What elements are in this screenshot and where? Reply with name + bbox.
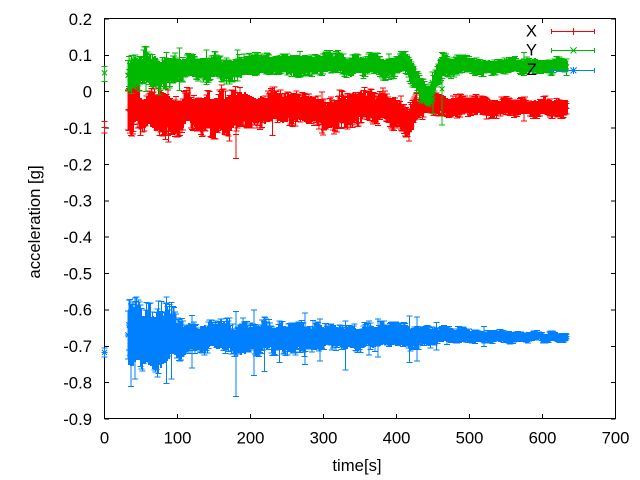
svg-text:X: X (526, 22, 537, 41)
svg-text:0: 0 (83, 83, 92, 102)
svg-text:600: 600 (529, 429, 557, 448)
svg-text:-0.2: -0.2 (63, 155, 92, 174)
svg-text:-0.4: -0.4 (63, 228, 92, 247)
svg-text:Z: Z (527, 60, 537, 79)
svg-text:500: 500 (456, 429, 484, 448)
svg-text:-0.8: -0.8 (63, 373, 92, 392)
svg-text:time[s]: time[s] (332, 456, 381, 475)
svg-text:-0.9: -0.9 (63, 410, 92, 429)
svg-text:acceleration [g]: acceleration [g] (25, 165, 44, 278)
svg-text:-0.7: -0.7 (63, 337, 92, 356)
svg-text:400: 400 (383, 429, 411, 448)
svg-text:-0.1: -0.1 (63, 119, 92, 138)
svg-text:200: 200 (237, 429, 265, 448)
svg-text:0: 0 (100, 429, 109, 448)
svg-text:Y: Y (526, 41, 537, 60)
svg-text:-0.3: -0.3 (63, 192, 92, 211)
svg-text:100: 100 (164, 429, 192, 448)
svg-text:-0.5: -0.5 (63, 264, 92, 283)
svg-text:0.1: 0.1 (69, 46, 92, 65)
svg-text:300: 300 (310, 429, 338, 448)
svg-text:-0.6: -0.6 (63, 301, 92, 320)
svg-text:700: 700 (602, 429, 630, 448)
svg-text:0.2: 0.2 (69, 10, 92, 29)
